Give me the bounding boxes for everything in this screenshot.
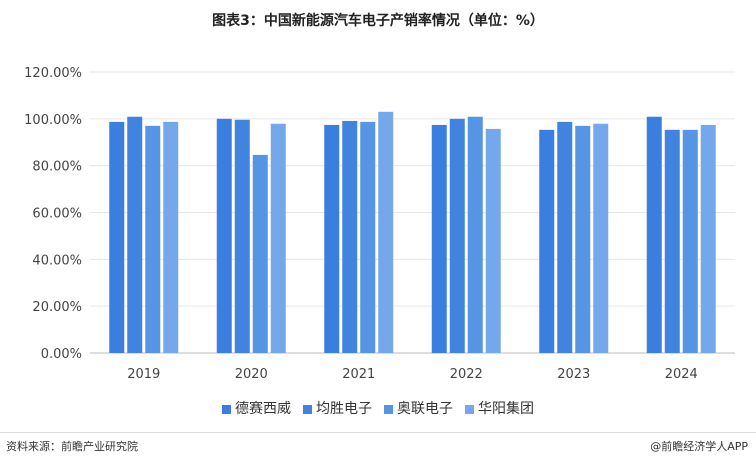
legend-item: 德赛西威 [222, 398, 291, 418]
legend-label: 华阳集团 [478, 401, 534, 417]
legend-label: 德赛西威 [235, 401, 291, 417]
legend-label: 均胜电子 [316, 401, 372, 417]
bar [485, 128, 501, 353]
legend-swatch [384, 404, 393, 414]
bar [700, 124, 716, 354]
legend-label: 奥联电子 [397, 401, 453, 417]
chart-title: 图表3：中国新能源汽车电子产销率情况（单位：%） [212, 13, 544, 29]
y-tick-label: 120.00% [24, 66, 82, 81]
divider [0, 432, 756, 433]
y-tick-label: 40.00% [32, 253, 82, 268]
bar [557, 121, 573, 353]
y-tick-label: 60.00% [32, 207, 82, 222]
bar [431, 124, 447, 354]
bar [109, 121, 125, 353]
bar [216, 118, 232, 353]
bar [378, 111, 394, 353]
source-note: 资料来源：前瞻产业研究院 [6, 440, 138, 453]
x-tick-label: 2022 [450, 367, 483, 382]
x-tick-label: 2019 [127, 367, 160, 382]
bar [163, 121, 179, 353]
bar [593, 123, 609, 354]
legend-swatch [465, 404, 474, 414]
legend-swatch [222, 404, 231, 414]
legend: 德赛西威 均胜电子 奥联电子 华阳集团 [0, 398, 756, 418]
legend-item: 均胜电子 [303, 398, 372, 418]
y-tick-label: 0.00% [41, 347, 82, 362]
x-tick-label: 2020 [235, 367, 268, 382]
legend-swatch [303, 404, 312, 414]
legend-item: 华阳集团 [465, 398, 534, 418]
bar [449, 118, 465, 353]
bar [145, 125, 161, 353]
bar [467, 116, 483, 353]
y-tick-label: 80.00% [32, 160, 82, 175]
bar [646, 116, 662, 353]
x-tick-label: 2023 [557, 367, 590, 382]
y-tick-label: 20.00% [32, 300, 82, 315]
bar [575, 125, 591, 353]
bar [664, 129, 680, 353]
bar [270, 123, 286, 354]
credit-note: @前瞻经济学人APP [650, 440, 748, 453]
bar [324, 124, 340, 354]
bar [234, 119, 250, 354]
bar [252, 154, 268, 353]
bar [682, 129, 698, 353]
y-tick-label: 100.00% [24, 113, 82, 128]
bar [127, 116, 143, 353]
legend-item: 奥联电子 [384, 398, 453, 418]
x-tick-label: 2024 [665, 367, 698, 382]
x-tick-label: 2021 [342, 367, 375, 382]
bar [539, 129, 555, 353]
bar [342, 120, 358, 354]
bar [360, 121, 376, 353]
